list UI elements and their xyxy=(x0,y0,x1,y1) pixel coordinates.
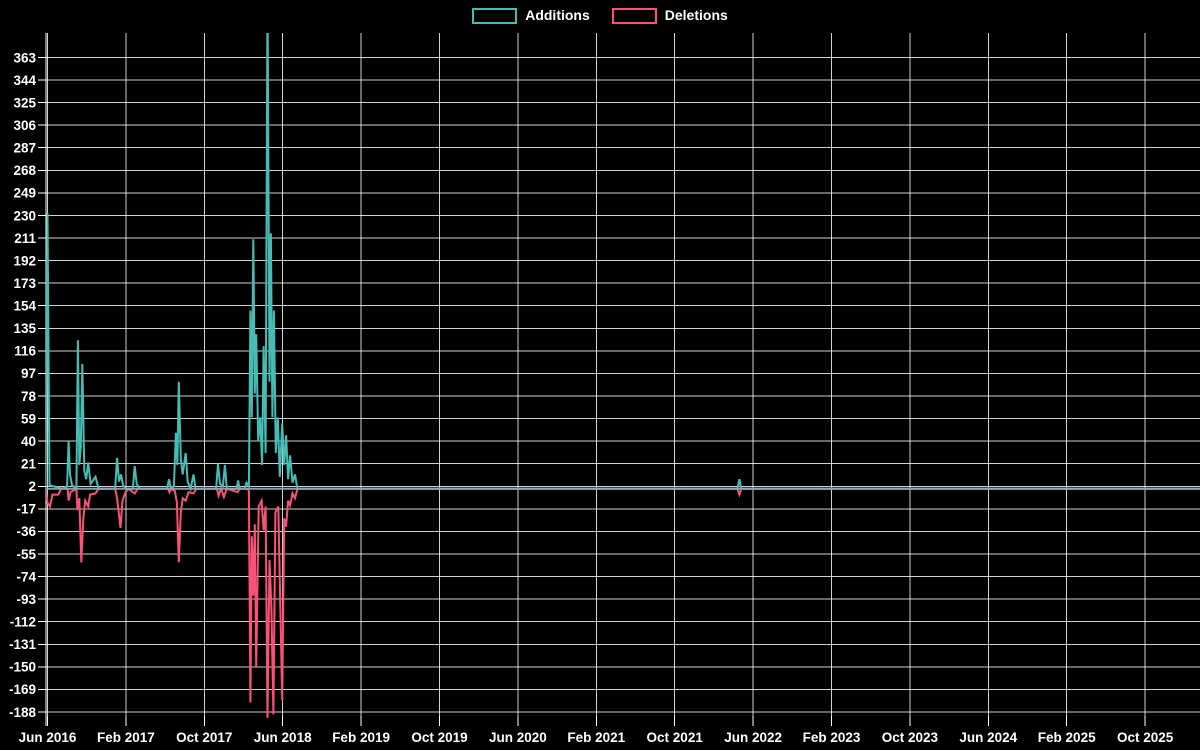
x-tick-label: Oct 2019 xyxy=(411,730,467,745)
y-tick-label: 2 xyxy=(28,479,36,494)
y-tick-label: 154 xyxy=(13,299,36,314)
y-tick-label: -93 xyxy=(16,592,36,607)
y-tick-label: 59 xyxy=(21,411,36,426)
y-tick-label: -188 xyxy=(9,705,37,720)
x-tick-label: Jun 2018 xyxy=(254,730,312,745)
additions-legend-label: Additions xyxy=(525,7,590,23)
additions-line xyxy=(46,33,1200,493)
y-tick-label: -169 xyxy=(9,682,36,697)
x-tick-label: Feb 2023 xyxy=(803,730,861,745)
y-tick-label: 211 xyxy=(14,231,36,246)
x-tick-label: Feb 2019 xyxy=(332,730,390,745)
x-tick-label: Feb 2025 xyxy=(1038,730,1096,745)
x-tick-label: Jun 2024 xyxy=(959,730,1017,745)
y-tick-label: 116 xyxy=(14,344,36,359)
y-tick-label: 306 xyxy=(13,118,36,133)
y-tick-label: 40 xyxy=(21,434,36,449)
y-tick-label: 230 xyxy=(13,208,36,223)
x-tick-label: Feb 2017 xyxy=(97,730,155,745)
legend: Additions Deletions xyxy=(0,7,1200,24)
x-tick-label: Jun 2022 xyxy=(724,730,782,745)
y-tick-label: 78 xyxy=(21,389,37,404)
y-tick-label: 21 xyxy=(21,457,37,472)
y-tick-label: 344 xyxy=(13,73,36,88)
y-tick-label: 268 xyxy=(13,163,36,178)
y-tick-label: 135 xyxy=(13,321,36,336)
deletions-line xyxy=(46,485,1200,718)
y-tick-label: 192 xyxy=(13,253,36,268)
x-tick-label: Oct 2021 xyxy=(647,730,704,745)
x-tick-label: Oct 2017 xyxy=(176,730,232,745)
y-tick-label: 97 xyxy=(21,366,36,381)
y-tick-label: -36 xyxy=(16,524,36,539)
x-tick-label: Jun 2016 xyxy=(19,730,77,745)
x-tick-label: Jun 2020 xyxy=(489,730,547,745)
y-tick-label: 363 xyxy=(13,50,36,65)
y-tick-label: -150 xyxy=(9,660,36,675)
y-tick-label: -112 xyxy=(10,615,36,630)
y-tick-label: -17 xyxy=(16,502,36,517)
x-tick-label: Oct 2023 xyxy=(882,730,939,745)
y-tick-label: -131 xyxy=(9,637,37,652)
y-tick-label: 249 xyxy=(13,186,36,201)
y-tick-label: 173 xyxy=(13,276,36,291)
legend-item-deletions[interactable]: Deletions xyxy=(611,7,728,24)
y-tick-label: -55 xyxy=(16,547,36,562)
y-tick-label: -74 xyxy=(16,569,36,584)
deletions-swatch-icon xyxy=(611,7,657,24)
gridlines xyxy=(38,33,1200,726)
x-tick-label: Feb 2021 xyxy=(567,730,625,745)
x-tick-label: Oct 2025 xyxy=(1117,730,1174,745)
additions-swatch-icon xyxy=(472,7,518,24)
deletions-legend-label: Deletions xyxy=(664,7,728,23)
y-tick-label: 287 xyxy=(13,141,36,156)
legend-item-additions[interactable]: Additions xyxy=(472,7,590,24)
y-tick-label: 325 xyxy=(13,95,36,110)
